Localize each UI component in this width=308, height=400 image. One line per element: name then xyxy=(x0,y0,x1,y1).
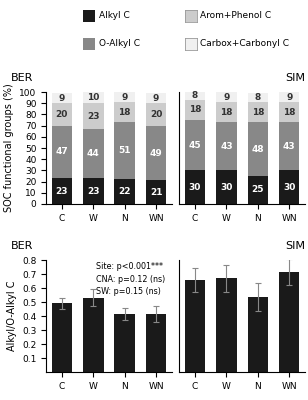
Bar xyxy=(248,297,268,372)
Bar xyxy=(83,178,103,204)
Text: 20: 20 xyxy=(56,110,68,119)
Bar xyxy=(279,170,299,204)
Text: 9: 9 xyxy=(122,92,128,102)
Bar xyxy=(248,93,268,102)
Bar xyxy=(248,176,268,204)
Bar xyxy=(146,93,166,103)
Text: 22: 22 xyxy=(119,187,131,196)
Text: Alkyl C: Alkyl C xyxy=(99,12,129,20)
Bar xyxy=(83,103,103,129)
Text: 45: 45 xyxy=(189,141,201,150)
Bar xyxy=(216,102,237,122)
Text: SIM: SIM xyxy=(285,241,305,251)
Bar xyxy=(115,102,135,122)
Text: 47: 47 xyxy=(55,148,68,156)
Y-axis label: Alkyl/O-Alkyl C: Alkyl/O-Alkyl C xyxy=(6,281,17,351)
Text: 9: 9 xyxy=(59,94,65,103)
Bar xyxy=(83,298,103,372)
Bar xyxy=(83,92,103,103)
Y-axis label: SOC functional groups (%): SOC functional groups (%) xyxy=(4,84,14,212)
Text: 20: 20 xyxy=(150,110,162,119)
Text: 9: 9 xyxy=(223,92,229,102)
Bar xyxy=(52,178,72,204)
Text: 18: 18 xyxy=(220,108,233,117)
Text: BER: BER xyxy=(11,241,33,251)
Text: 48: 48 xyxy=(252,145,264,154)
Bar xyxy=(248,102,268,122)
Bar xyxy=(185,91,205,100)
Text: 9: 9 xyxy=(153,94,159,103)
Text: 30: 30 xyxy=(189,183,201,192)
Bar xyxy=(279,122,299,170)
Text: 18: 18 xyxy=(189,106,201,114)
Bar xyxy=(83,129,103,178)
Bar xyxy=(185,170,205,204)
Text: 23: 23 xyxy=(87,187,99,196)
Bar xyxy=(115,314,135,372)
Text: SIM: SIM xyxy=(285,73,305,83)
Text: Carbox+Carbonyl C: Carbox+Carbonyl C xyxy=(200,40,289,48)
Bar xyxy=(185,100,205,120)
Text: 18: 18 xyxy=(283,108,295,117)
Text: 43: 43 xyxy=(283,142,296,151)
Bar xyxy=(279,272,299,372)
Text: 10: 10 xyxy=(87,93,99,102)
Text: Arom+Phenol C: Arom+Phenol C xyxy=(200,12,271,20)
Text: 9: 9 xyxy=(286,92,292,102)
Text: 23: 23 xyxy=(56,187,68,196)
Text: 18: 18 xyxy=(252,108,264,117)
Text: 49: 49 xyxy=(150,148,162,158)
Text: 43: 43 xyxy=(220,142,233,151)
Text: 30: 30 xyxy=(283,183,295,192)
Text: 18: 18 xyxy=(119,108,131,117)
Text: 30: 30 xyxy=(220,183,233,192)
Bar xyxy=(216,92,237,102)
Bar xyxy=(146,180,166,204)
Text: BER: BER xyxy=(11,73,33,83)
Text: 23: 23 xyxy=(87,112,99,120)
Bar xyxy=(146,314,166,372)
Bar xyxy=(146,126,166,180)
Bar xyxy=(115,92,135,102)
Text: 8: 8 xyxy=(192,91,198,100)
Text: O-Alkyl C: O-Alkyl C xyxy=(99,40,140,48)
Text: 51: 51 xyxy=(119,146,131,155)
Text: 44: 44 xyxy=(87,149,100,158)
Bar xyxy=(185,120,205,170)
Bar xyxy=(115,122,135,179)
Bar xyxy=(52,93,72,103)
Bar xyxy=(146,103,166,126)
Bar xyxy=(115,179,135,204)
Bar xyxy=(185,280,205,372)
Bar xyxy=(216,170,237,204)
Bar xyxy=(52,103,72,126)
Bar xyxy=(248,122,268,176)
Bar xyxy=(216,122,237,170)
Bar xyxy=(216,278,237,372)
Bar xyxy=(52,126,72,178)
Text: 8: 8 xyxy=(255,93,261,102)
Bar xyxy=(279,102,299,122)
Text: Site: p<0.001***
CNA: p=0.12 (ns)
SW: p=0.15 (ns): Site: p<0.001*** CNA: p=0.12 (ns) SW: p=… xyxy=(96,262,166,296)
Bar xyxy=(279,92,299,102)
Text: 21: 21 xyxy=(150,188,162,197)
Bar xyxy=(52,303,72,372)
Text: 25: 25 xyxy=(252,186,264,194)
